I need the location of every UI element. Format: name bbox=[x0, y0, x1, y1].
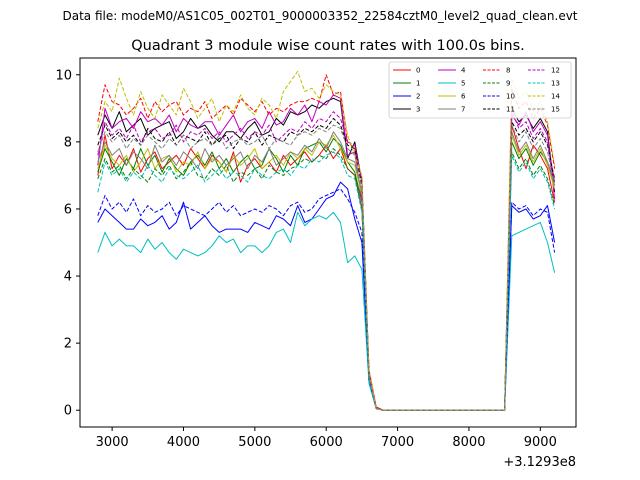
y-tick-label: 2 bbox=[64, 337, 72, 352]
x-tick-label: 4000 bbox=[167, 435, 200, 450]
legend-label-5: 5 bbox=[461, 80, 465, 88]
legend-label-1: 1 bbox=[416, 80, 420, 88]
x-tick-label: 9000 bbox=[524, 435, 557, 450]
legend-label-7: 7 bbox=[461, 106, 465, 114]
suptitle: Data file: modeM0/AS1C05_002T01_90000033… bbox=[62, 9, 577, 23]
legend-label-14: 14 bbox=[551, 93, 560, 101]
legend-label-3: 3 bbox=[416, 106, 420, 114]
legend-label-11: 11 bbox=[506, 106, 515, 114]
chart-title: Quadrant 3 module wise count rates with … bbox=[131, 38, 525, 54]
y-tick-label: 4 bbox=[64, 270, 72, 285]
legend-label-6: 6 bbox=[461, 93, 466, 101]
x-offset-label: +3.1293e8 bbox=[503, 455, 576, 470]
legend-label-15: 15 bbox=[551, 106, 560, 114]
x-tick-label: 7000 bbox=[381, 435, 414, 450]
y-tick-label: 0 bbox=[64, 404, 72, 419]
series-layer bbox=[97, 70, 556, 411]
legend-label-12: 12 bbox=[551, 67, 560, 75]
legend-label-4: 4 bbox=[461, 67, 466, 75]
y-tick-label: 10 bbox=[55, 68, 72, 83]
x-tick-label: 5000 bbox=[238, 435, 271, 450]
legend-label-2: 2 bbox=[416, 93, 420, 101]
legend-box bbox=[388, 61, 572, 119]
legend-label-10: 10 bbox=[506, 93, 515, 101]
legend-label-8: 8 bbox=[506, 67, 510, 75]
series-line-15 bbox=[97, 124, 556, 411]
legend-label-9: 9 bbox=[506, 80, 510, 88]
x-tick-label: 8000 bbox=[452, 435, 485, 450]
legend-label-0: 0 bbox=[416, 67, 420, 75]
x-tick-label: 3000 bbox=[96, 435, 129, 450]
series-line-13 bbox=[97, 151, 556, 411]
y-tick-label: 6 bbox=[64, 202, 72, 217]
series-line-8 bbox=[97, 74, 556, 411]
y-tick-label: 8 bbox=[64, 135, 72, 150]
series-line-14 bbox=[97, 70, 556, 411]
legend-label-13: 13 bbox=[551, 80, 560, 88]
plot-frame bbox=[79, 57, 577, 428]
x-tick-label: 6000 bbox=[310, 435, 343, 450]
